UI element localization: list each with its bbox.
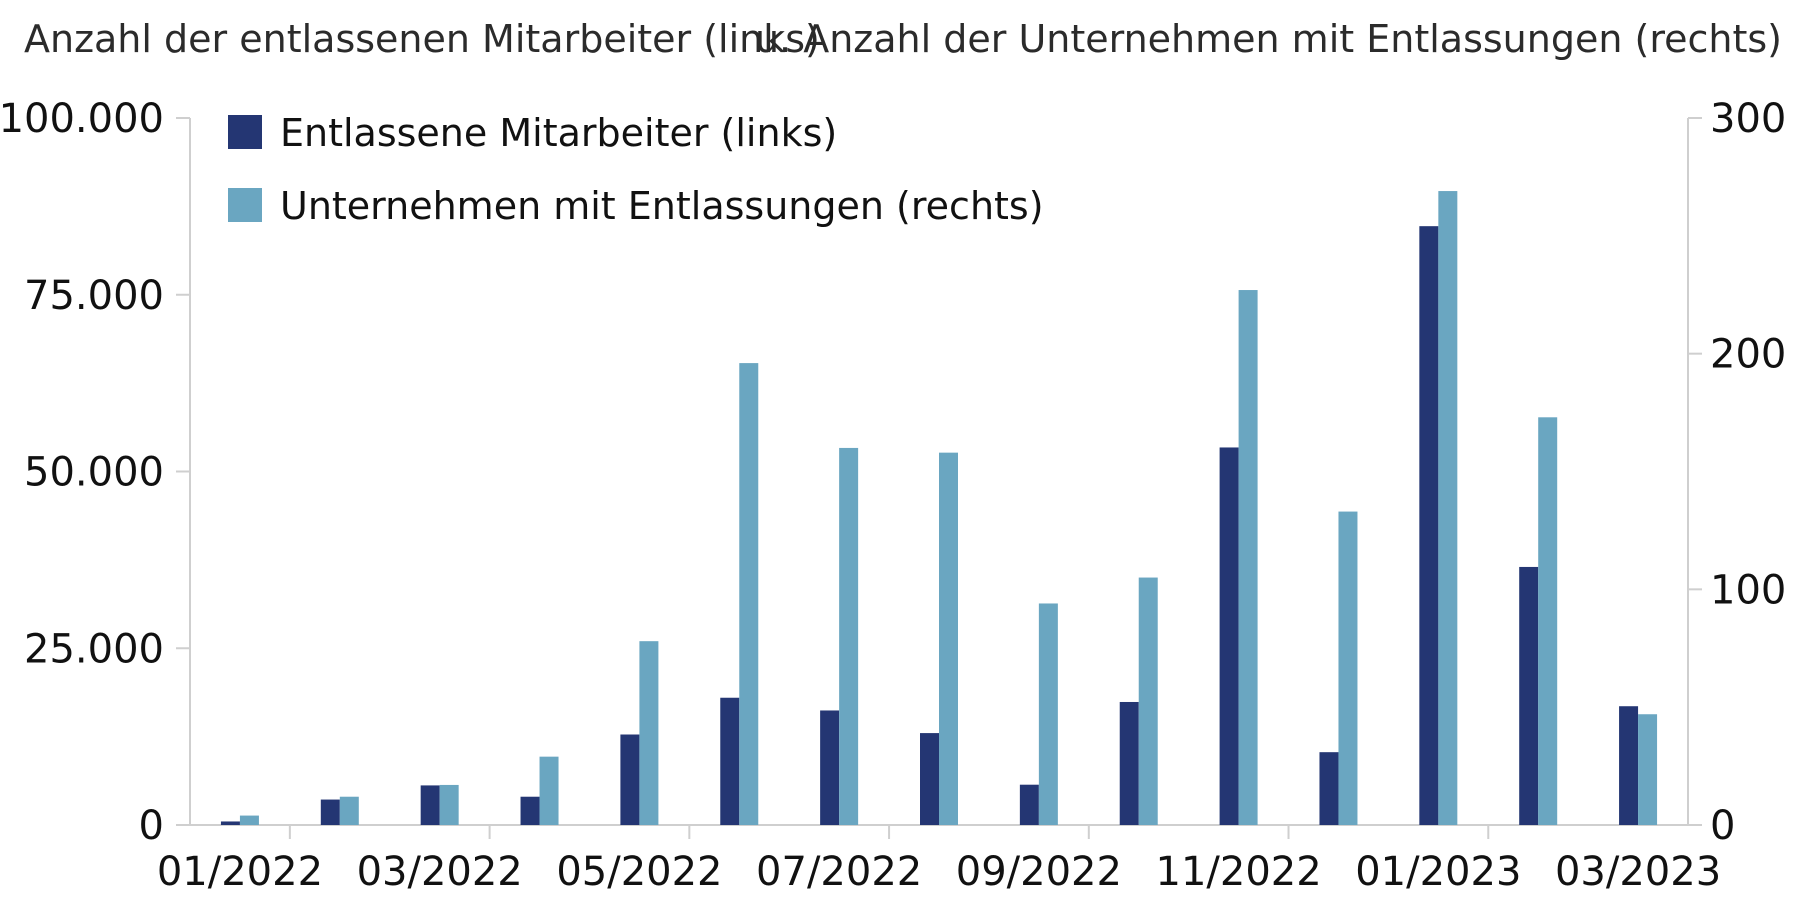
bar-employees bbox=[1419, 226, 1439, 825]
x-tick-label: 03/2022 bbox=[357, 849, 523, 895]
bar-companies bbox=[1038, 603, 1058, 825]
legend-label-employees: Entlassene Mitarbeiter (links) bbox=[280, 111, 837, 155]
x-tick-label: 01/2023 bbox=[1355, 849, 1521, 895]
bar-companies bbox=[1338, 511, 1358, 825]
left-tick-label: 0 bbox=[139, 803, 164, 849]
right-axis-ticks: 0 100 200 300 bbox=[1688, 96, 1786, 849]
bar-employees bbox=[1619, 706, 1639, 825]
bar-companies bbox=[739, 363, 759, 825]
bar-companies bbox=[1438, 191, 1458, 826]
right-tick-label: 300 bbox=[1710, 96, 1786, 142]
bar-employees bbox=[1319, 752, 1339, 825]
bar-companies bbox=[239, 815, 259, 825]
bar-companies bbox=[1238, 290, 1258, 826]
left-tick-label: 100.000 bbox=[0, 96, 164, 142]
bar-employees bbox=[720, 697, 740, 825]
right-tick-label: 200 bbox=[1710, 332, 1786, 378]
x-tick-label: 03/2023 bbox=[1555, 849, 1721, 895]
x-tick-label: 11/2022 bbox=[1156, 849, 1322, 895]
bar-companies bbox=[439, 784, 459, 825]
bar-employees bbox=[320, 799, 340, 825]
bar-employees bbox=[820, 710, 840, 825]
bar-companies bbox=[1538, 417, 1558, 825]
bar-employees bbox=[220, 821, 240, 825]
left-tick-label: 25.000 bbox=[24, 626, 164, 672]
bar-employees bbox=[520, 796, 540, 825]
x-tick-label: 09/2022 bbox=[956, 849, 1122, 895]
right-axis-title: u. Anzahl der Unternehmen mit Entlassung… bbox=[755, 17, 1782, 61]
legend-label-companies: Unternehmen mit Entlassungen (rechts) bbox=[280, 184, 1044, 228]
bars bbox=[220, 191, 1658, 826]
bar-companies bbox=[839, 447, 859, 825]
left-axis-title: Anzahl der entlassenen Mitarbeiter (link… bbox=[24, 17, 820, 61]
bar-companies bbox=[1138, 577, 1158, 825]
bar-companies bbox=[539, 756, 559, 825]
left-axis-ticks: 0 25.000 50.000 75.000 100.000 bbox=[0, 96, 190, 849]
left-tick-label: 75.000 bbox=[24, 273, 164, 319]
x-tick-label: 07/2022 bbox=[756, 849, 922, 895]
bar-employees bbox=[620, 734, 640, 825]
bar-employees bbox=[420, 785, 440, 825]
bar-companies bbox=[639, 641, 659, 825]
bar-employees bbox=[1219, 447, 1239, 825]
bar-employees bbox=[1519, 566, 1539, 825]
legend: Entlassene Mitarbeiter (links) Unternehm… bbox=[228, 111, 1044, 228]
bar-companies bbox=[939, 452, 958, 825]
x-tick-label: 05/2022 bbox=[556, 849, 722, 895]
right-tick-label: 0 bbox=[1710, 803, 1735, 849]
bar-companies bbox=[1638, 714, 1658, 825]
bar-employees bbox=[1119, 701, 1139, 825]
x-tick-label: 01/2022 bbox=[157, 849, 323, 895]
left-tick-label: 50.000 bbox=[24, 450, 164, 496]
bar-companies bbox=[339, 796, 359, 825]
legend-swatch-employees bbox=[228, 115, 262, 149]
bar-employees bbox=[920, 733, 939, 825]
legend-swatch-companies bbox=[228, 188, 262, 222]
right-tick-label: 100 bbox=[1710, 567, 1786, 613]
x-axis-ticks: 01/2022 03/2022 05/2022 07/2022 09/2022 11/20… bbox=[157, 825, 1721, 895]
bar-employees bbox=[1019, 784, 1039, 825]
